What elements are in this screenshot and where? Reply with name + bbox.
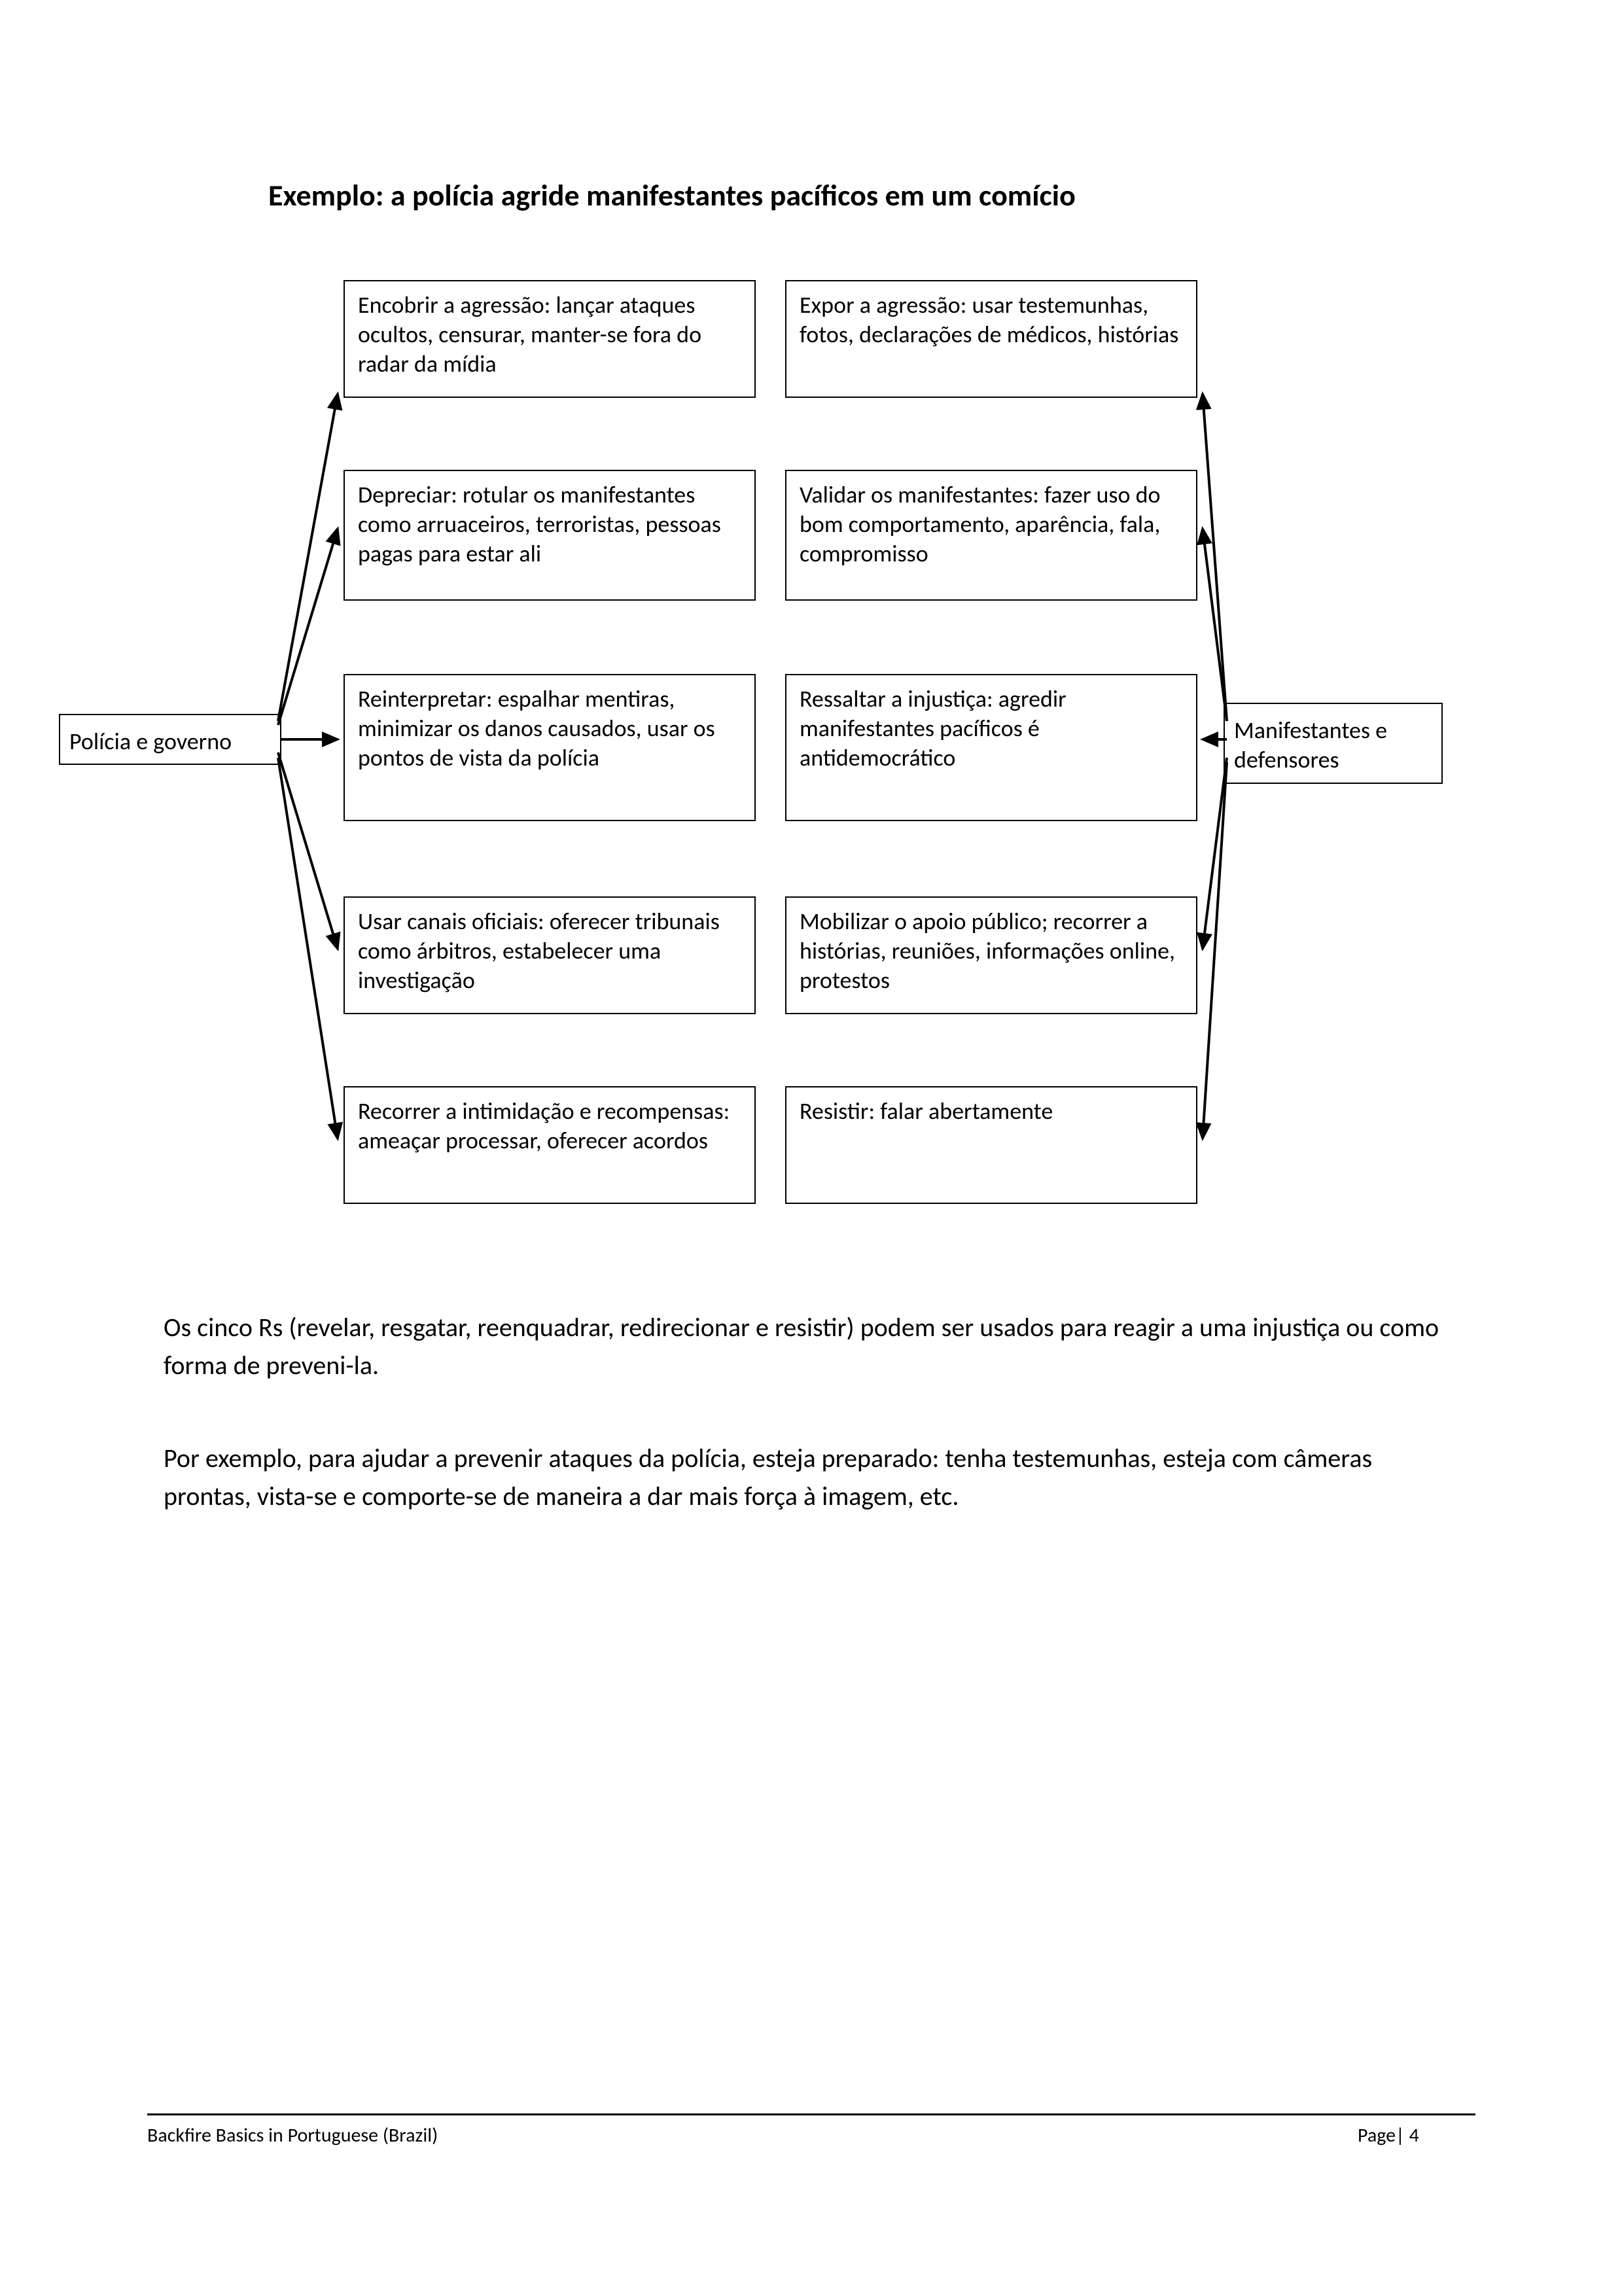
footer-left: Backfire Basics in Portuguese (Brazil): [147, 2123, 438, 2147]
paragraph-1: Os cinco Rs (revelar, resgatar, reenquad…: [164, 1309, 1439, 1385]
page-title: Exemplo: a polícia agride manifestantes …: [268, 178, 1076, 214]
tactic-left-row5: Recorrer a intimidação e recompensas: am…: [344, 1086, 756, 1204]
footer-right: Page| 4: [1358, 2123, 1419, 2147]
tactic-left-row4: Usar canais oficiais: oferecer tribunais…: [344, 896, 756, 1014]
tactic-right-row5: Resistir: falar abertamente: [785, 1086, 1197, 1204]
actor-left-box: Polícia e governo: [59, 714, 281, 765]
tactic-right-row3: Ressaltar a injustiça: agredir manifesta…: [785, 674, 1197, 821]
tactic-right-row2: Validar os manifestantes: fazer uso do b…: [785, 470, 1197, 601]
tactic-right-row4: Mobilizar o apoio público; recorrer a hi…: [785, 896, 1197, 1014]
actor-right-box: Manifestantes e defensores: [1224, 703, 1443, 784]
tactic-left-row3: Reinterpretar: espalhar mentiras, minimi…: [344, 674, 756, 821]
tactic-left-row1: Encobrir a agressão: lançar ataques ocul…: [344, 280, 756, 398]
tactic-right-row1: Expor a agressão: usar testemunhas, foto…: [785, 280, 1197, 398]
footer-rule: [147, 2113, 1475, 2115]
paragraph-2: Por exemplo, para ajudar a prevenir ataq…: [164, 1439, 1439, 1515]
tactic-left-row2: Depreciar: rotular os manifestantes como…: [344, 470, 756, 601]
page: Exemplo: a polícia agride manifestantes …: [0, 0, 1622, 2296]
